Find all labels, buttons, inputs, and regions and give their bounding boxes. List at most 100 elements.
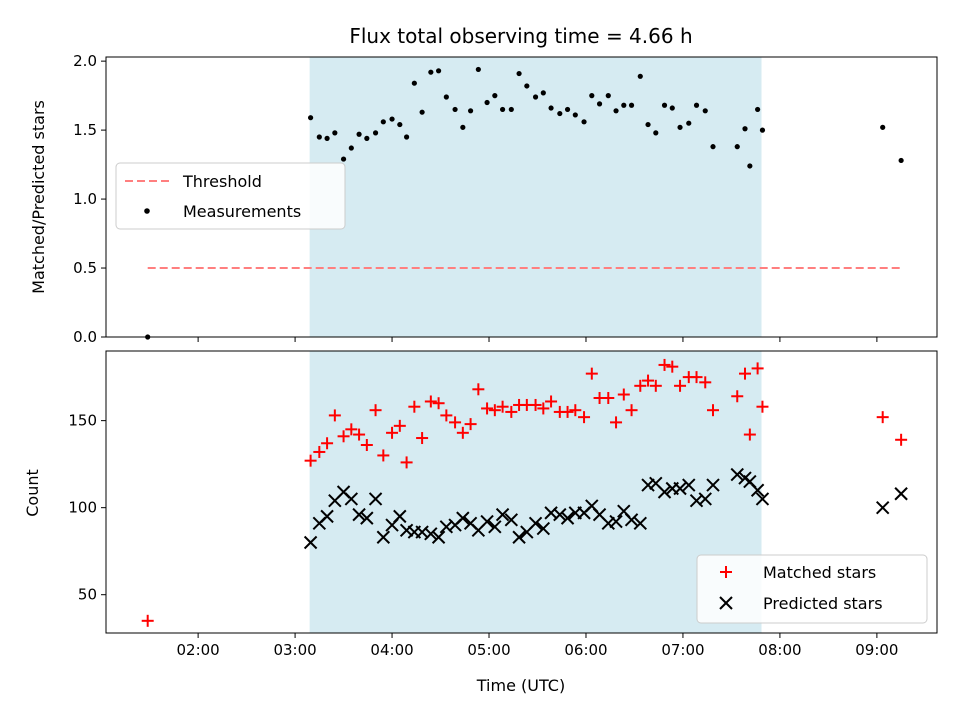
measurement-point [467,108,474,114]
predicted-star-point [875,500,890,515]
legend-measurements-swatch [144,208,150,214]
measurement-point [397,121,403,128]
predicted-star-point [536,521,551,536]
bottom-x-tick-label: 09:00 [855,641,898,659]
matched-star-point [321,437,334,450]
measurement-point [572,112,578,118]
measurement-point [548,105,554,111]
top-x-ticks [197,337,878,342]
bottom-axes-frame [105,350,938,634]
measurement-point [747,163,753,169]
top-observing-span-shade [309,57,762,337]
predicted-star-point [750,483,765,497]
measurement-point [403,134,410,140]
predicted-star-point [657,485,672,499]
measurement-point [693,102,700,108]
matched-star-point [505,405,518,418]
matched-star-point [345,423,358,436]
measurement-point [710,144,716,150]
matched-star-point [424,395,437,408]
bottom-y-ticks: 50 100 150 [68,412,106,604]
bottom-y-tick-label: 100 [68,499,97,517]
measurement-point [307,115,314,121]
predicted-star-point [641,478,655,492]
measurement-point [499,106,506,113]
bottom-x-axis-label: Time (UTC) [476,676,565,695]
measurement-point [880,124,886,130]
bottom-legend: Matched stars Predicted stars [696,554,928,624]
measurement-point [419,109,425,115]
measurement-point [508,106,514,113]
measurement-point [898,157,904,164]
predicted-star-point [698,492,712,506]
matched-star-point [141,614,154,627]
matched-star-point [432,397,445,410]
top-y-tick-label: 0.0 [73,328,97,346]
predicted-star-point [609,514,623,529]
predicted-star-point [456,511,470,525]
top-y-tick-label: 1.5 [73,121,97,139]
bottom-count-points [141,358,908,627]
matched-star-point [369,404,382,417]
matched-star-point [569,404,582,417]
predicted-star-point [488,520,502,534]
matched-star-point [578,411,591,424]
matched-star-point [634,379,647,392]
matched-star-point [386,426,399,439]
predicted-star-point [706,478,720,492]
measurement-point [742,126,748,132]
measurement-point [564,106,571,113]
matched-star-point [481,402,494,415]
matched-star-point [472,383,485,396]
top-y-tick-label: 0.5 [73,259,97,277]
matched-star-point [545,395,558,408]
predicted-star-point [512,530,526,544]
measurement-point [524,83,530,89]
matched-star-point [642,374,655,387]
matched-star-point [408,400,421,413]
matched-star-point [876,411,889,424]
top-y-ticks: 0.0 0.5 1.0 1.5 2.0 [73,52,106,346]
top-measurement-points [145,66,904,340]
predicted-star-point [682,478,696,492]
predicted-star-point [376,530,391,544]
predicted-star-point [495,507,510,522]
measurement-point [460,124,466,130]
bottom-x-tick-label: 08:00 [758,641,801,659]
predicted-star-point [730,467,744,482]
legend-predicted-label: Predicted stars [763,594,883,613]
matched-star-point [488,404,501,417]
matched-star-point [360,439,373,451]
predicted-star-point [633,516,647,531]
bottom-x-tick-label: 02:00 [177,641,220,659]
measurement-point [621,102,627,108]
measurement-point [356,131,362,137]
legend-matched-swatch [720,566,732,578]
matched-star-point [658,358,671,371]
bottom-x-tick-label: 03:00 [273,641,316,659]
predicted-star-point [553,507,567,522]
measurement-point [734,144,740,150]
measurement-point [484,99,490,106]
measurement-point [332,130,338,136]
matched-star-point [449,416,462,429]
bottom-y-tick-label: 50 [78,586,97,604]
bottom-y-axis-label: Count [23,469,42,517]
bottom-y-tick-label: 150 [68,412,97,430]
bottom-legend-box [696,554,928,624]
top-chart-title: Flux total observing time = 4.66 h [349,24,692,48]
measurement-point [702,108,708,114]
matched-star-point [699,376,712,389]
bottom-x-tick-label: 07:00 [661,641,704,659]
predicted-star-point [673,481,687,496]
measurement-point [759,127,766,133]
matched-star-point [602,392,615,404]
predicted-star-point [344,492,359,506]
measurement-point [645,121,651,128]
predicted-star-point [368,492,383,506]
matched-star-point [751,362,764,375]
matched-star-point [674,379,687,392]
measurement-point [411,80,417,86]
predicted-star-point [424,527,438,541]
